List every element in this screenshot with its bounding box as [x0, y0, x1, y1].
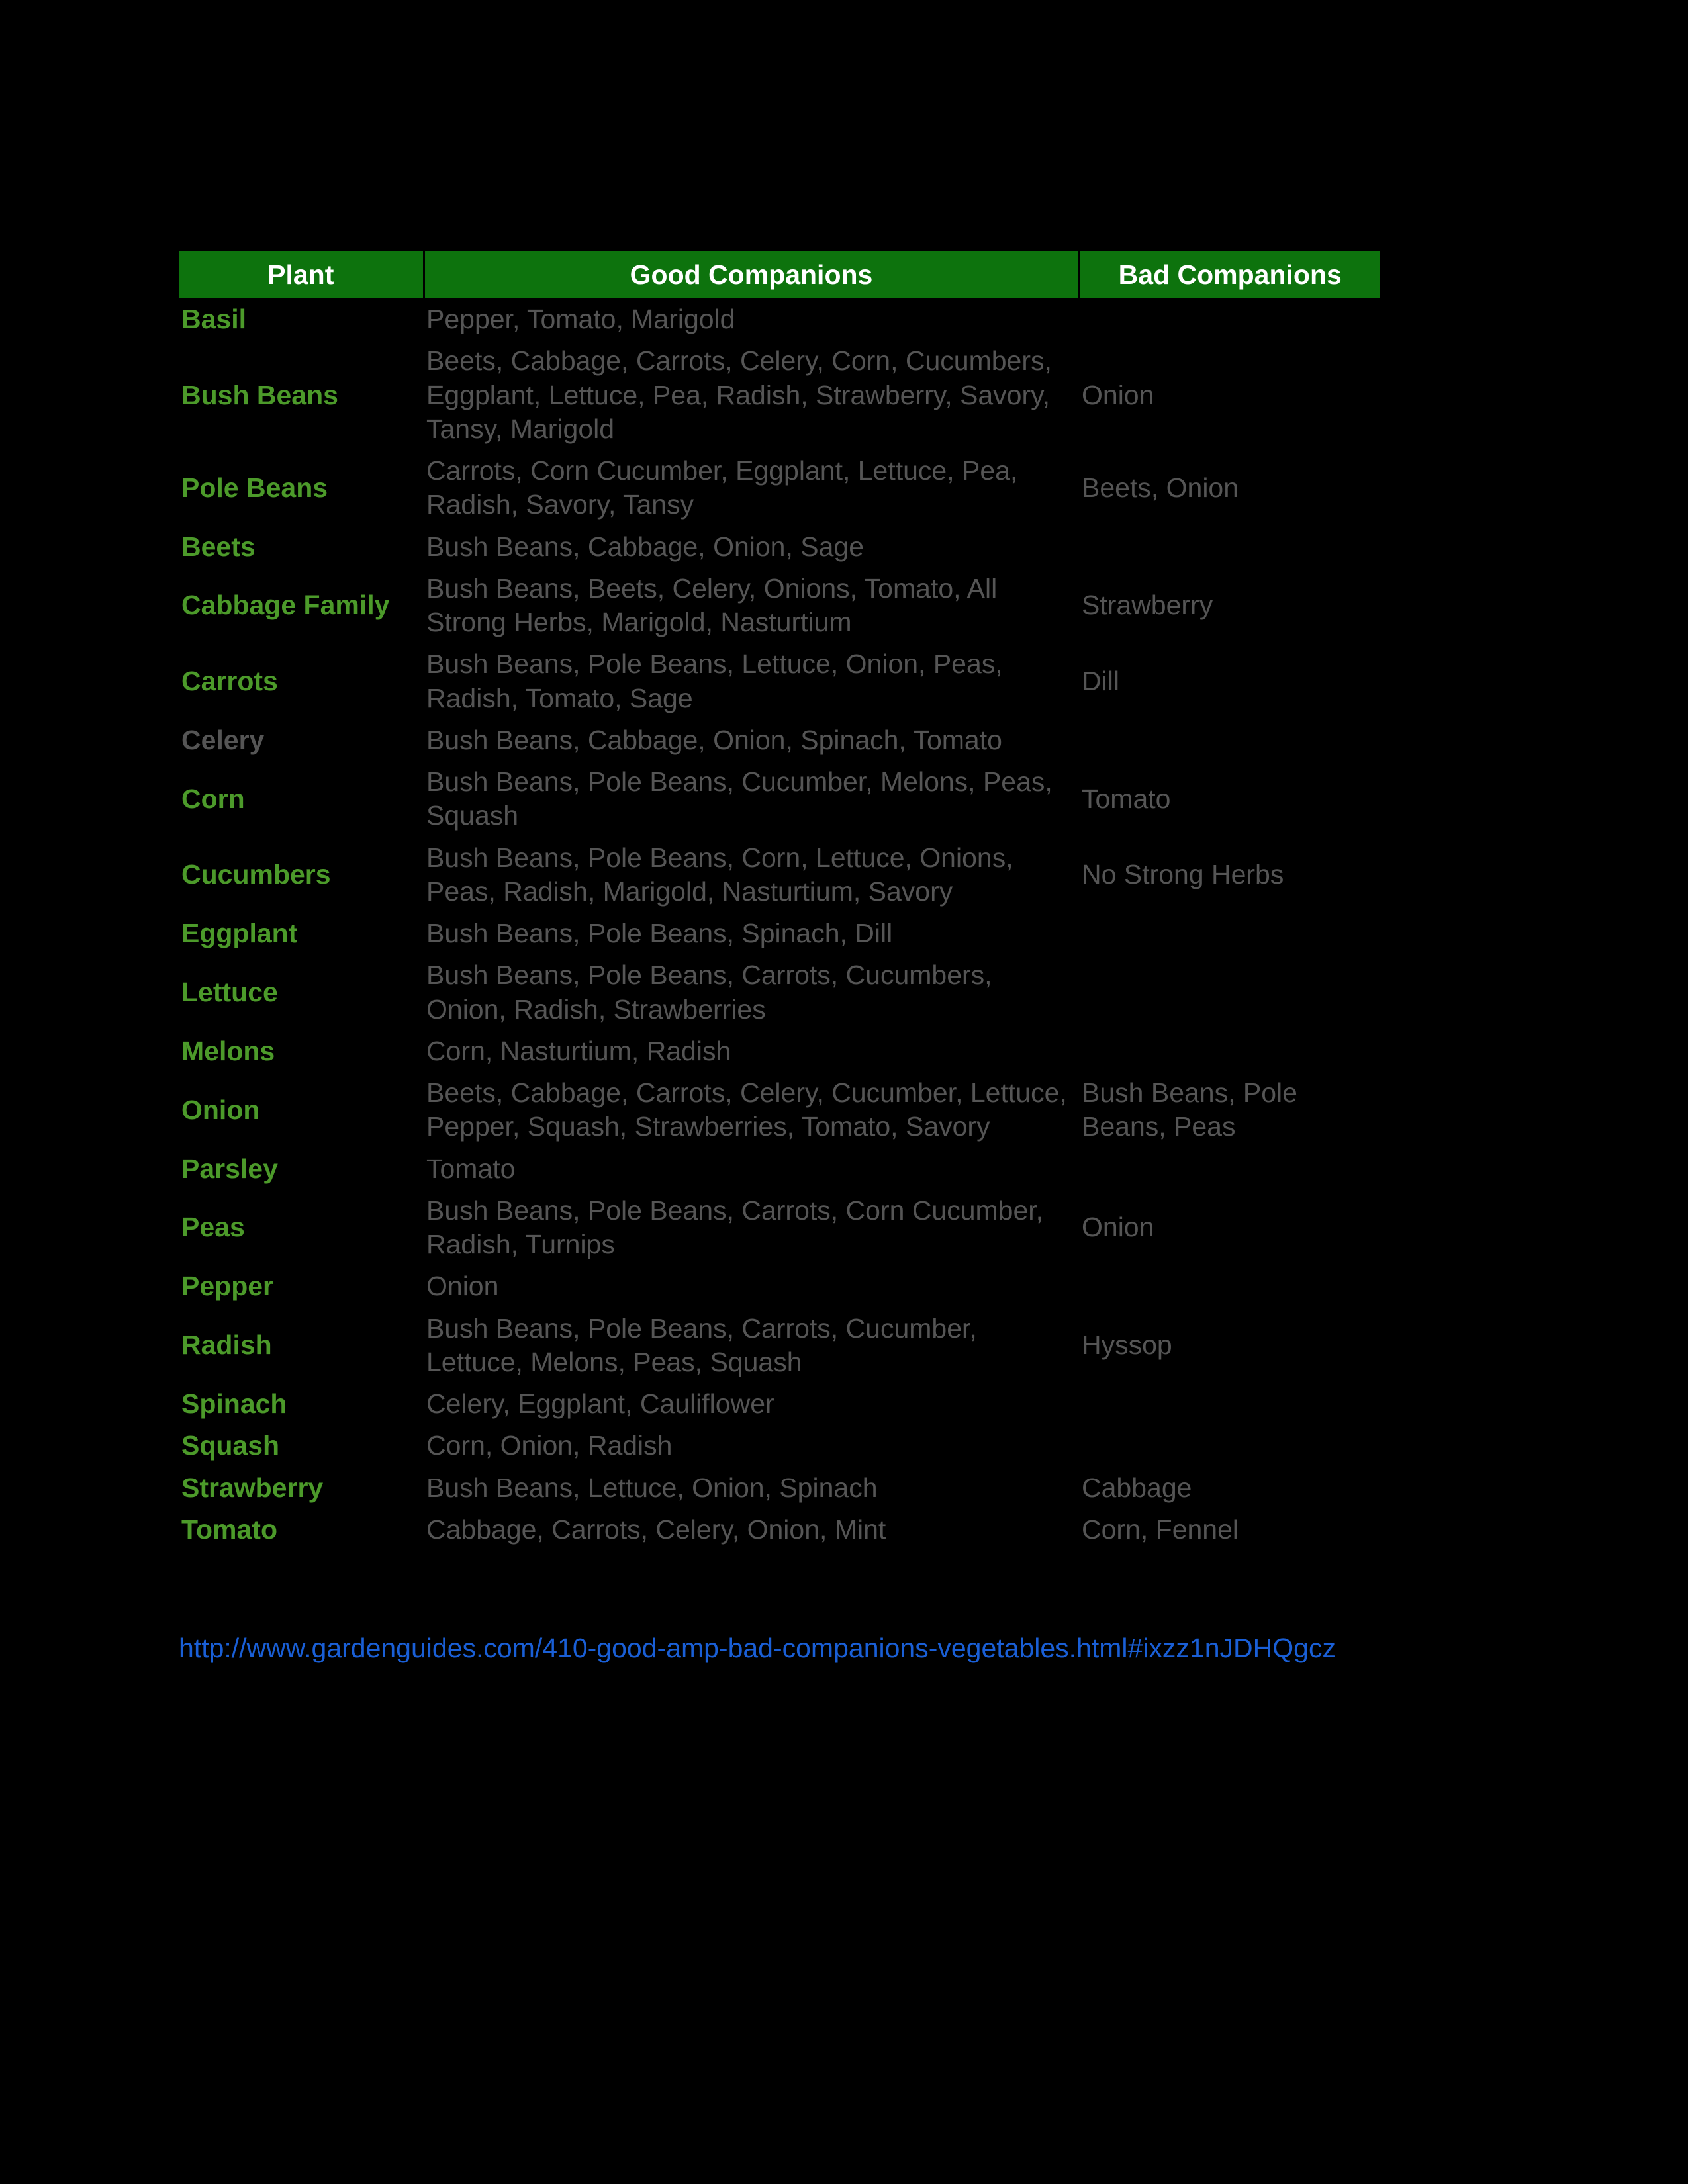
companion-planting-table: Plant Good Companions Bad Companions Bas… [179, 251, 1380, 1551]
table-row: RadishBush Beans, Pole Beans, Carrots, C… [179, 1308, 1380, 1384]
bad-companions-cell: Dill [1079, 643, 1380, 719]
bad-companions-cell: Bush Beans, Pole Beans, Peas [1079, 1072, 1380, 1148]
plant-name-cell: Radish [179, 1308, 424, 1384]
plant-name-cell: Peas [179, 1190, 424, 1266]
bad-companions-cell [1079, 954, 1380, 1030]
table-row: CeleryBush Beans, Cabbage, Onion, Spinac… [179, 719, 1380, 761]
source-link[interactable]: http://www.gardenguides.com/410-good-amp… [179, 1633, 1336, 1663]
good-companions-cell: Beets, Cabbage, Carrots, Celery, Corn, C… [424, 340, 1079, 450]
table-row: EggplantBush Beans, Pole Beans, Spinach,… [179, 913, 1380, 954]
plant-name-cell: Beets [179, 526, 424, 568]
bad-companions-cell [1079, 298, 1380, 340]
table-header: Plant Good Companions Bad Companions [179, 251, 1380, 298]
good-companions-cell: Bush Beans, Pole Beans, Carrots, Cucumbe… [424, 1308, 1079, 1384]
table-row: SpinachCelery, Eggplant, Cauliflower [179, 1383, 1380, 1425]
plant-name-cell: Pepper [179, 1265, 424, 1307]
plant-name-cell: Spinach [179, 1383, 424, 1425]
header-bad-companions: Bad Companions [1079, 251, 1380, 298]
table-row: SquashCorn, Onion, Radish [179, 1425, 1380, 1467]
table-row: BeetsBush Beans, Cabbage, Onion, Sage [179, 526, 1380, 568]
plant-name-cell: Basil [179, 298, 424, 340]
plant-name-cell: Bush Beans [179, 340, 424, 450]
header-plant: Plant [179, 251, 424, 298]
bad-companions-cell [1079, 1383, 1380, 1425]
good-companions-cell: Corn, Nasturtium, Radish [424, 1030, 1079, 1072]
good-companions-cell: Carrots, Corn Cucumber, Eggplant, Lettuc… [424, 450, 1079, 526]
table-row: TomatoCabbage, Carrots, Celery, Onion, M… [179, 1509, 1380, 1551]
plant-name-cell: Tomato [179, 1509, 424, 1551]
good-companions-cell: Bush Beans, Pole Beans, Carrots, Corn Cu… [424, 1190, 1079, 1266]
table-row: MelonsCorn, Nasturtium, Radish [179, 1030, 1380, 1072]
table-row: ParsleyTomato [179, 1148, 1380, 1190]
good-companions-cell: Bush Beans, Pole Beans, Spinach, Dill [424, 913, 1079, 954]
bad-companions-cell: No Strong Herbs [1079, 837, 1380, 913]
plant-name-cell: Celery [179, 719, 424, 761]
good-companions-cell: Celery, Eggplant, Cauliflower [424, 1383, 1079, 1425]
plant-name-cell: Onion [179, 1072, 424, 1148]
table-row: CornBush Beans, Pole Beans, Cucumber, Me… [179, 761, 1380, 837]
table-row: Cabbage FamilyBush Beans, Beets, Celery,… [179, 568, 1380, 644]
table-row: OnionBeets, Cabbage, Carrots, Celery, Cu… [179, 1072, 1380, 1148]
good-companions-cell: Tomato [424, 1148, 1079, 1190]
plant-name-cell: Corn [179, 761, 424, 837]
good-companions-cell: Bush Beans, Pole Beans, Lettuce, Onion, … [424, 643, 1079, 719]
bad-companions-cell [1079, 1030, 1380, 1072]
plant-name-cell: Parsley [179, 1148, 424, 1190]
bad-companions-cell: Tomato [1079, 761, 1380, 837]
bad-companions-cell: Hyssop [1079, 1308, 1380, 1384]
bad-companions-cell [1079, 1148, 1380, 1190]
table-row: PeasBush Beans, Pole Beans, Carrots, Cor… [179, 1190, 1380, 1266]
good-companions-cell: Bush Beans, Pole Beans, Cucumber, Melons… [424, 761, 1079, 837]
good-companions-cell: Bush Beans, Cabbage, Onion, Spinach, Tom… [424, 719, 1079, 761]
companion-planting-table-container: Plant Good Companions Bad Companions Bas… [179, 251, 1380, 1551]
plant-name-cell: Pole Beans [179, 450, 424, 526]
table-row: Bush BeansBeets, Cabbage, Carrots, Celer… [179, 340, 1380, 450]
good-companions-cell: Onion [424, 1265, 1079, 1307]
plant-name-cell: Eggplant [179, 913, 424, 954]
bad-companions-cell: Beets, Onion [1079, 450, 1380, 526]
table-row: PepperOnion [179, 1265, 1380, 1307]
good-companions-cell: Cabbage, Carrots, Celery, Onion, Mint [424, 1509, 1079, 1551]
source-link-container: http://www.gardenguides.com/410-good-amp… [179, 1630, 1509, 1666]
bad-companions-cell: Onion [1079, 1190, 1380, 1266]
bad-companions-cell: Strawberry [1079, 568, 1380, 644]
plant-name-cell: Squash [179, 1425, 424, 1467]
bad-companions-cell [1079, 526, 1380, 568]
bad-companions-cell: Cabbage [1079, 1467, 1380, 1509]
table-row: CarrotsBush Beans, Pole Beans, Lettuce, … [179, 643, 1380, 719]
good-companions-cell: Bush Beans, Cabbage, Onion, Sage [424, 526, 1079, 568]
plant-name-cell: Melons [179, 1030, 424, 1072]
bad-companions-cell: Corn, Fennel [1079, 1509, 1380, 1551]
bad-companions-cell [1079, 1425, 1380, 1467]
bad-companions-cell [1079, 1265, 1380, 1307]
table-body: BasilPepper, Tomato, MarigoldBush BeansB… [179, 298, 1380, 1551]
plant-name-cell: Carrots [179, 643, 424, 719]
good-companions-cell: Corn, Onion, Radish [424, 1425, 1079, 1467]
header-good-companions: Good Companions [424, 251, 1079, 298]
bad-companions-cell: Onion [1079, 340, 1380, 450]
good-companions-cell: Bush Beans, Beets, Celery, Onions, Tomat… [424, 568, 1079, 644]
table-row: BasilPepper, Tomato, Marigold [179, 298, 1380, 340]
bad-companions-cell [1079, 719, 1380, 761]
plant-name-cell: Cabbage Family [179, 568, 424, 644]
good-companions-cell: Bush Beans, Pole Beans, Carrots, Cucumbe… [424, 954, 1079, 1030]
good-companions-cell: Bush Beans, Pole Beans, Corn, Lettuce, O… [424, 837, 1079, 913]
table-row: LettuceBush Beans, Pole Beans, Carrots, … [179, 954, 1380, 1030]
table-row: CucumbersBush Beans, Pole Beans, Corn, L… [179, 837, 1380, 913]
table-row: StrawberryBush Beans, Lettuce, Onion, Sp… [179, 1467, 1380, 1509]
good-companions-cell: Beets, Cabbage, Carrots, Celery, Cucumbe… [424, 1072, 1079, 1148]
plant-name-cell: Lettuce [179, 954, 424, 1030]
good-companions-cell: Pepper, Tomato, Marigold [424, 298, 1079, 340]
plant-name-cell: Cucumbers [179, 837, 424, 913]
good-companions-cell: Bush Beans, Lettuce, Onion, Spinach [424, 1467, 1079, 1509]
table-row: Pole BeansCarrots, Corn Cucumber, Eggpla… [179, 450, 1380, 526]
plant-name-cell: Strawberry [179, 1467, 424, 1509]
bad-companions-cell [1079, 913, 1380, 954]
